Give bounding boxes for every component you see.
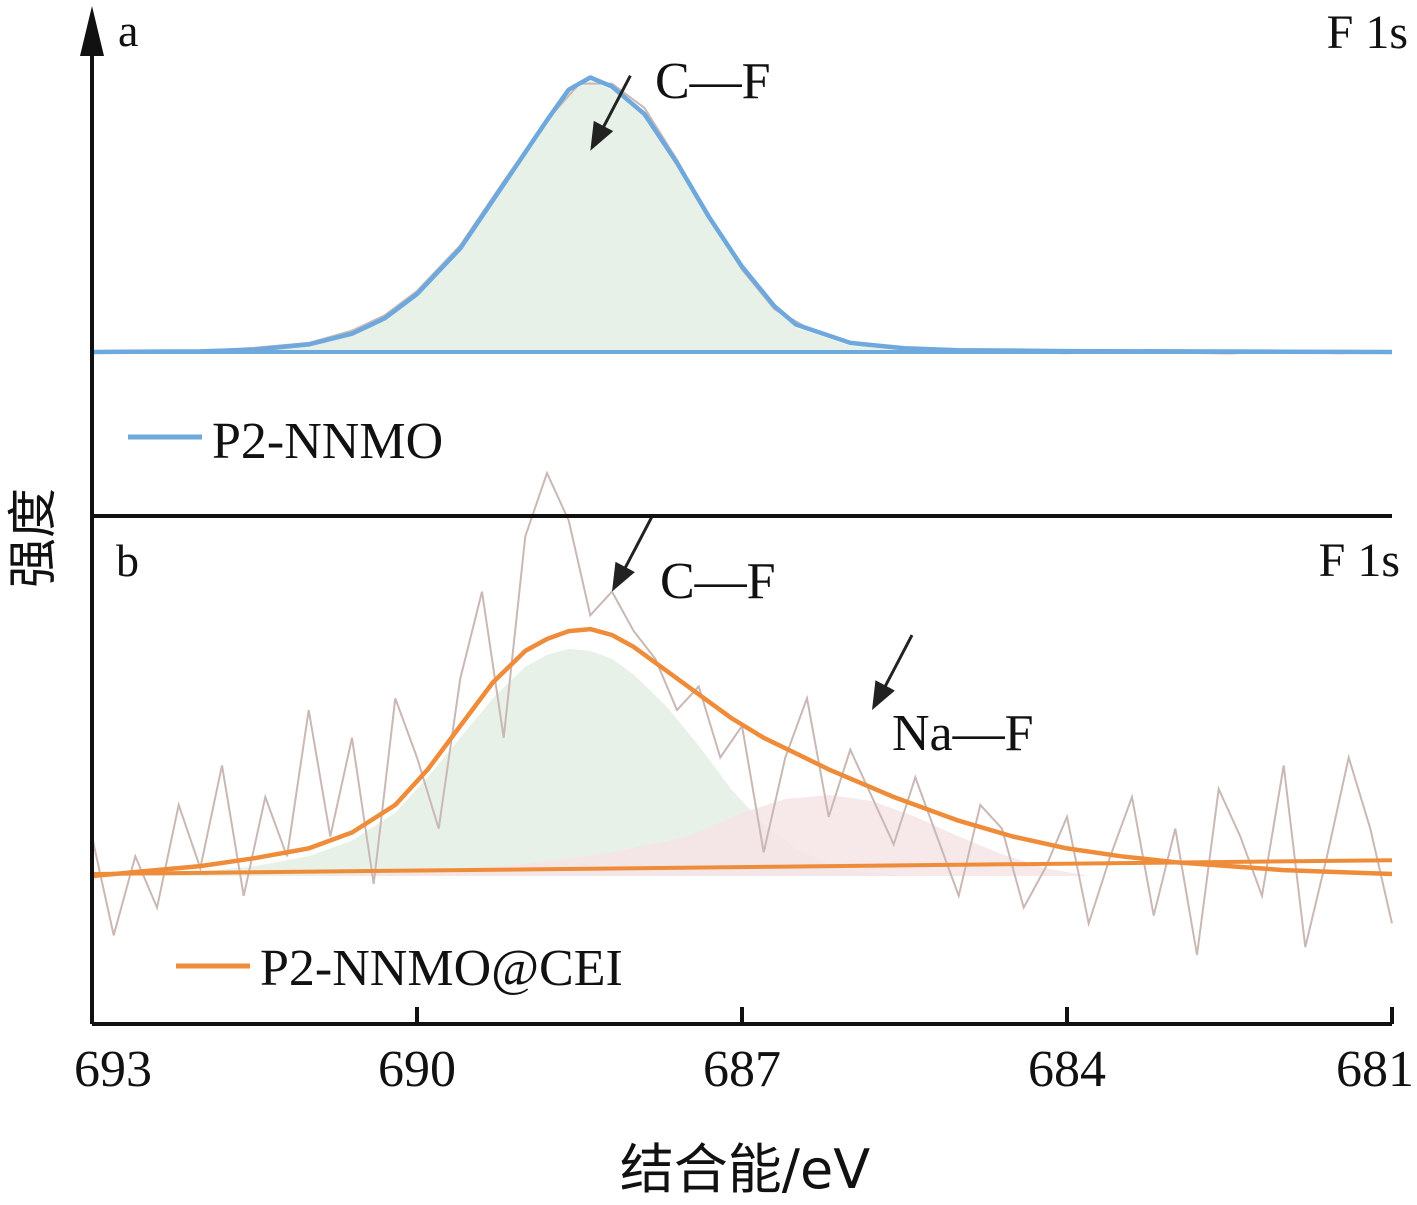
y-axis-arrowhead — [80, 6, 104, 56]
panel-b-arrows — [612, 515, 914, 711]
x-tick-label: 681 — [1336, 1041, 1414, 1098]
panel-b: b F 1s C—F Na—F P2-NNMO@CEI — [91, 470, 1400, 997]
fit-envelope-line — [91, 75, 1393, 355]
panel-b-naf-annotation: Na—F — [892, 705, 1034, 762]
panel-a: a F 1s C—F P2-NNMO — [91, 5, 1408, 470]
component-fill-naf — [308, 795, 1089, 876]
annotation-arrow-head — [590, 120, 614, 151]
x-axis-title: 结合能/eV — [620, 1138, 870, 1201]
panel-a-arrows — [590, 75, 632, 151]
component-fill-cf — [146, 648, 905, 876]
panel-b-core-level: F 1s — [1319, 534, 1400, 587]
panel-a-lines — [91, 75, 1393, 355]
x-tick-label: 684 — [1028, 1041, 1106, 1098]
annotation-arrow-head — [612, 561, 635, 592]
panel-a-fills — [200, 80, 959, 352]
panel-a-cf-annotation: C—F — [655, 53, 771, 110]
panel-b-lines — [91, 470, 1393, 956]
panel-a-label: a — [118, 5, 138, 56]
axes — [90, 52, 1392, 1026]
panel-a-core-level: F 1s — [1327, 6, 1408, 59]
x-tick-label: 687 — [703, 1041, 781, 1098]
y-axis-title: 强度 — [4, 488, 62, 588]
x-tick-label: 690 — [378, 1041, 456, 1098]
x-tick-label: 693 — [74, 1041, 152, 1098]
panel-b-legend-label: P2-NNMO@CEI — [260, 940, 623, 997]
panel-a-legend-label: P2-NNMO — [212, 413, 443, 470]
panel-b-cf-annotation: C—F — [660, 553, 776, 610]
component-fill-cf — [200, 80, 959, 352]
panel-b-fills — [146, 648, 1089, 876]
fit-envelope-line — [91, 626, 1393, 879]
panel-b-label: b — [116, 535, 139, 586]
x-ticks: 693 690 687 684 681 — [74, 1007, 1414, 1098]
raw-data-line — [91, 470, 1393, 956]
annotation-arrow-head — [872, 680, 895, 711]
